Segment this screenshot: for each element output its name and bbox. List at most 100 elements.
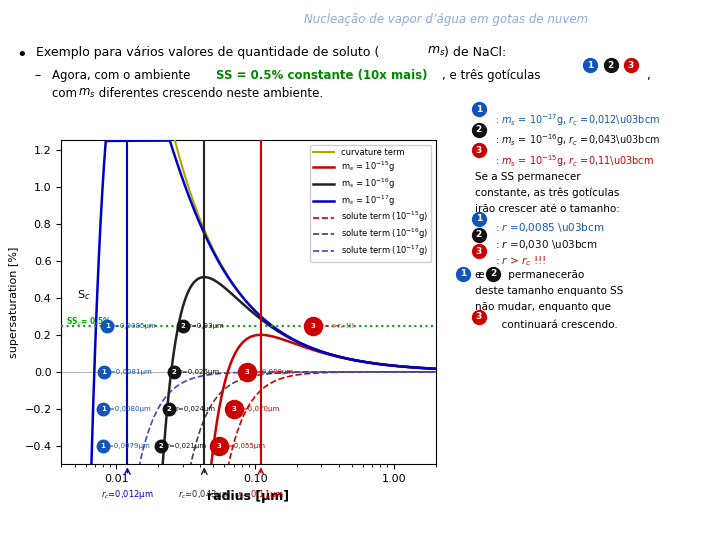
curvature term [431,366,440,372]
Text: 2: 2 [490,269,496,278]
Text: : $\mathit{r}$ =0,030 \u03bcm: : $\mathit{r}$ =0,030 \u03bcm [495,238,598,251]
Text: r=0,0080μm: r=0,0080μm [107,406,151,412]
Text: deste tamanho enquanto SS: deste tamanho enquanto SS [475,286,624,296]
solute term (10$^{-16}$g) [186,465,194,471]
m$_s$ = 10$^{-17}$g [280,331,289,338]
Text: : $\mathit{r}$ =0,0085 \u03bcm: : $\mathit{r}$ =0,0085 \u03bcm [495,221,604,234]
Text: 2: 2 [608,61,613,70]
Text: 1: 1 [460,269,466,278]
solute term (10$^{-17}$g) [196,373,204,380]
Text: não mudar, enquanto que: não mudar, enquanto que [475,302,611,313]
Text: ,: , [647,69,650,82]
m$_s$ = 10$^{-16}$g [409,364,418,370]
Text: 2: 2 [476,231,482,239]
Text: 3: 3 [476,146,482,154]
Text: irão crescer até o tamanho:: irão crescer até o tamanho: [475,204,620,214]
Text: permanecerão: permanecerão [505,270,585,280]
solute term (10$^{-15}$g) [223,464,232,471]
m$_s$ = 10$^{-17}$g [431,366,440,372]
curvature term [233,286,241,292]
curvature term [366,360,374,366]
m$_s$ = 10$^{-17}$g [392,363,401,369]
m$_s$ = 10$^{-15}$g [256,332,265,338]
Text: 2: 2 [476,125,482,134]
Text: 3: 3 [310,322,315,328]
solute term (10$^{-15}$g) [239,413,248,420]
m$_s$ = 10$^{-16}$g [158,464,167,471]
Text: 1: 1 [476,105,482,113]
Text: •: • [16,46,27,64]
Text: r=0,0081μm: r=0,0081μm [107,369,152,375]
Text: 1: 1 [100,443,105,449]
Text: 3: 3 [628,61,634,70]
curvature term [233,286,241,293]
X-axis label: radius [μm]: radius [μm] [207,490,289,503]
Text: r=0,0079μm: r=0,0079μm [106,443,150,449]
solute term (10$^{-15}$g) [402,369,410,375]
m$_s$ = 10$^{-17}$g [192,212,201,219]
solute term (10$^{-15}$g) [245,402,253,408]
m$_s$ = 10$^{-17}$g [405,364,413,370]
Text: $r_c$=0,012μm: $r_c$=0,012μm [101,489,154,502]
m$_s$ = 10$^{-15}$g [212,420,221,426]
Text: 3: 3 [476,313,482,321]
solute term (10$^{-16}$g) [291,369,300,376]
Text: 1: 1 [588,61,593,70]
curvature term [351,357,360,363]
Text: r=0,070μm: r=0,070μm [239,406,279,412]
solute term (10$^{-17}$g) [377,369,385,375]
Text: –: – [35,69,41,82]
Text: ) de NaCl:: ) de NaCl: [444,46,506,59]
Text: diferentes crescendo neste ambiente.: diferentes crescendo neste ambiente. [95,87,323,100]
Text: 1: 1 [105,322,109,328]
m$_s$ = 10$^{-16}$g [308,345,317,352]
m$_s$ = 10$^{-16}$g [395,363,403,369]
Text: Nucleação de vapor d’água em gotas de nuvem: Nucleação de vapor d’água em gotas de nu… [305,14,588,26]
m$_s$ = 10$^{-16}$g [431,366,440,372]
Text: : $\mathit{r}$ > $\mathit{r_c}$ !!!: : $\mathit{r}$ > $\mathit{r_c}$ !!! [495,254,546,268]
m$_s$ = 10$^{-17}$g [174,162,182,168]
Line: solute term (10$^{-17}$g): solute term (10$^{-17}$g) [139,372,436,468]
Line: curvature term: curvature term [175,140,436,369]
m$_s$ = 10$^{-17}$g [87,462,96,468]
solute term (10$^{-17}$g) [431,369,440,375]
Text: continuará crescendo.: continuará crescendo. [495,320,617,330]
Text: 41: 41 [693,518,709,531]
m$_s$ = 10$^{-16}$g [197,274,205,281]
Text: r=0,024μm: r=0,024μm [175,406,215,412]
Text: $\mathit{m_s}$: $\mathit{m_s}$ [427,45,446,58]
Text: constante, as três gotículas: constante, as três gotículas [475,188,620,198]
Text: com: com [52,87,81,100]
Text: Exemplo para vários valores de quantidade de soluto (: Exemplo para vários valores de quantidad… [36,46,379,59]
Text: SS$_c$= 0.5%: SS$_c$= 0.5% [66,315,112,328]
Text: 3: 3 [245,369,250,375]
Text: 2: 2 [167,406,171,412]
Legend: curvature term, m$_s$ = 10$^{-15}$g, m$_s$ = 10$^{-16}$g, m$_s$ = 10$^{-17}$g, s: curvature term, m$_s$ = 10$^{-15}$g, m$_… [310,145,431,262]
Text: 3: 3 [476,247,482,255]
m$_s$ = 10$^{-15}$g [281,337,289,343]
solute term (10$^{-17}$g) [135,464,143,471]
Text: $r_c$=0,043μm: $r_c$=0,043μm [178,489,230,502]
solute term (10$^{-16}$g) [354,369,362,375]
Text: r=0,03μm: r=0,03μm [189,322,224,328]
solute term (10$^{-17}$g) [331,369,340,375]
solute term (10$^{-16}$g) [199,418,207,424]
Line: m$_s$ = 10$^{-15}$g: m$_s$ = 10$^{-15}$g [211,335,436,468]
Text: e: e [475,270,488,280]
Text: r=0,021μm: r=0,021μm [166,443,207,449]
Text: Agora, com o ambiente: Agora, com o ambiente [52,69,194,82]
Text: e: e [475,270,485,280]
Text: Cap. 1 - Formação das gotas de nuvem: Cap. 1 - Formação das gotas de nuvem [11,519,230,529]
Text: 2: 2 [180,322,185,328]
solute term (10$^{-16}$g) [353,369,361,375]
solute term (10$^{-16}$g) [315,369,324,375]
m$_s$ = 10$^{-15}$g [207,464,215,471]
Text: S$_c$: S$_c$ [77,288,90,301]
m$_s$ = 10$^{-15}$g [374,361,382,367]
Line: solute term (10$^{-15}$g): solute term (10$^{-15}$g) [228,372,436,468]
solute term (10$^{-16}$g) [431,369,440,375]
Y-axis label: supersaturation [%]: supersaturation [%] [9,247,19,358]
Line: solute term (10$^{-16}$g): solute term (10$^{-16}$g) [190,372,436,468]
Line: m$_s$ = 10$^{-16}$g: m$_s$ = 10$^{-16}$g [163,277,436,468]
Text: 1: 1 [476,214,482,223]
